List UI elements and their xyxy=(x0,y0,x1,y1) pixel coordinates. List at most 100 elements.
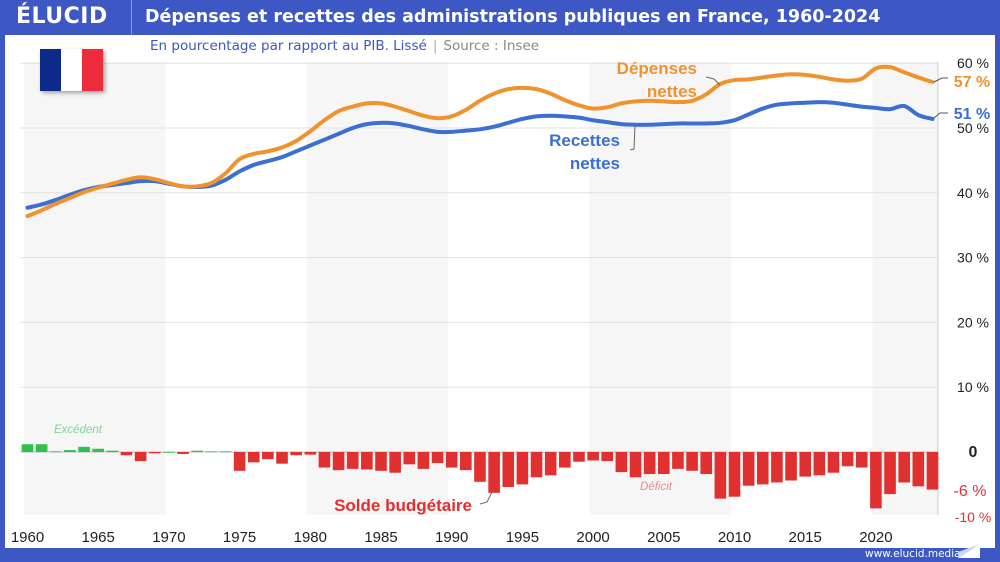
leader-line xyxy=(705,76,721,86)
bar-solde xyxy=(771,452,783,483)
x-tick-label: 1960 xyxy=(11,529,44,546)
bar-solde xyxy=(643,452,656,475)
x-tick-label: 2005 xyxy=(647,529,680,546)
bar-solde xyxy=(163,452,175,453)
bar-solde xyxy=(417,452,430,469)
bar-solde xyxy=(389,452,401,473)
bar-solde xyxy=(262,452,274,460)
y-tick-label: -10 % xyxy=(955,509,992,525)
source-text: Source : Insee xyxy=(443,38,540,54)
elucid-mark-icon xyxy=(958,544,980,558)
bar-solde xyxy=(544,452,557,476)
bar-solde xyxy=(742,452,755,486)
bar-solde xyxy=(884,452,896,495)
leader-line xyxy=(933,112,948,119)
y-tick-label: 50 % xyxy=(957,120,989,136)
x-tick-label: 2015 xyxy=(789,529,822,546)
x-tick-label: 1965 xyxy=(82,529,115,546)
bar-solde xyxy=(813,452,826,476)
y-tick-label: 0 xyxy=(969,444,978,461)
bar-solde xyxy=(106,450,119,452)
bar-solde xyxy=(488,452,500,493)
bar-solde xyxy=(700,452,713,475)
bar-solde xyxy=(615,452,628,473)
leader-line xyxy=(933,77,948,83)
bar-solde xyxy=(247,452,260,463)
bar-solde xyxy=(120,452,133,456)
bar-solde xyxy=(827,452,840,473)
bar-solde xyxy=(672,452,684,469)
footer-url[interactable]: www.elucid.media xyxy=(865,548,961,560)
bar-solde xyxy=(573,452,585,462)
x-tick-label: 1985 xyxy=(364,529,397,546)
bar-solde xyxy=(92,448,104,452)
end-label-depenses: 57 % xyxy=(954,74,990,91)
bar-solde xyxy=(912,452,925,487)
decade-band xyxy=(872,62,938,515)
bar-solde xyxy=(601,452,614,462)
bar-solde xyxy=(898,452,910,483)
bar-solde xyxy=(134,452,147,462)
bar-solde xyxy=(714,452,727,499)
bar-solde xyxy=(460,452,472,471)
bar-solde xyxy=(21,444,34,452)
bar-solde xyxy=(516,452,529,485)
bar-solde xyxy=(332,452,345,471)
bar-solde xyxy=(35,444,48,452)
header-divider xyxy=(131,0,132,35)
elucid-logo: ÉLUCID xyxy=(16,4,108,29)
bar-solde xyxy=(502,452,515,487)
series-label-recettes: Recettes xyxy=(549,131,620,150)
leader-line xyxy=(479,491,493,505)
bar-solde xyxy=(361,452,373,470)
bar-solde xyxy=(686,452,698,471)
bar-solde xyxy=(431,452,444,464)
bar-solde xyxy=(290,452,302,456)
x-tick-label: 1975 xyxy=(223,529,256,546)
series-label-depenses-2: nettes xyxy=(647,82,697,101)
leader-line xyxy=(629,125,636,151)
bar-solde xyxy=(728,452,741,497)
x-tick-label: 1970 xyxy=(152,529,185,546)
end-label-solde: -6 % xyxy=(954,483,987,500)
bar-solde xyxy=(658,452,670,475)
end-label-recettes: 51 % xyxy=(954,106,990,123)
series-label-recettes-2: nettes xyxy=(570,154,620,173)
bar-solde xyxy=(304,452,317,455)
bar-solde xyxy=(64,450,76,452)
x-tick-label: 2020 xyxy=(859,529,892,546)
bar-solde xyxy=(629,452,642,478)
bar-solde xyxy=(559,452,571,468)
x-tick-label: 1990 xyxy=(435,529,468,546)
bar-solde xyxy=(926,452,939,490)
excedent-label: Excédent xyxy=(54,424,103,436)
chart-subtitle: En pourcentage par rapport au PIB. Lissé… xyxy=(150,38,539,54)
header-bar: ÉLUCID Dépenses et recettes des administ… xyxy=(0,0,1000,35)
deficit-label: Déficit xyxy=(640,481,673,493)
bar-solde xyxy=(870,452,882,509)
bar-solde xyxy=(474,452,486,482)
bar-solde xyxy=(318,452,331,468)
bar-solde xyxy=(587,452,599,461)
bar-solde xyxy=(855,452,868,468)
bar-solde xyxy=(785,452,797,481)
y-tick-label: 30 % xyxy=(957,250,989,266)
x-tick-label: 2000 xyxy=(576,529,609,546)
bar-solde xyxy=(49,451,62,453)
y-tick-label: 10 % xyxy=(957,379,989,395)
decade-band xyxy=(589,62,731,515)
bar-solde xyxy=(191,450,203,452)
bar-solde xyxy=(205,451,218,453)
decade-band xyxy=(23,62,166,515)
bar-solde xyxy=(756,452,769,485)
x-tick-label: 1995 xyxy=(506,529,539,546)
separator: | xyxy=(432,38,438,54)
chart-title: Dépenses et recettes des administrations… xyxy=(145,7,881,27)
series-label-depenses: Dépenses xyxy=(617,59,697,78)
bar-solde xyxy=(219,451,232,453)
y-tick-label: 40 % xyxy=(957,185,989,201)
bar-solde xyxy=(403,452,416,465)
line-depenses xyxy=(25,64,935,219)
bar-solde xyxy=(78,446,90,452)
